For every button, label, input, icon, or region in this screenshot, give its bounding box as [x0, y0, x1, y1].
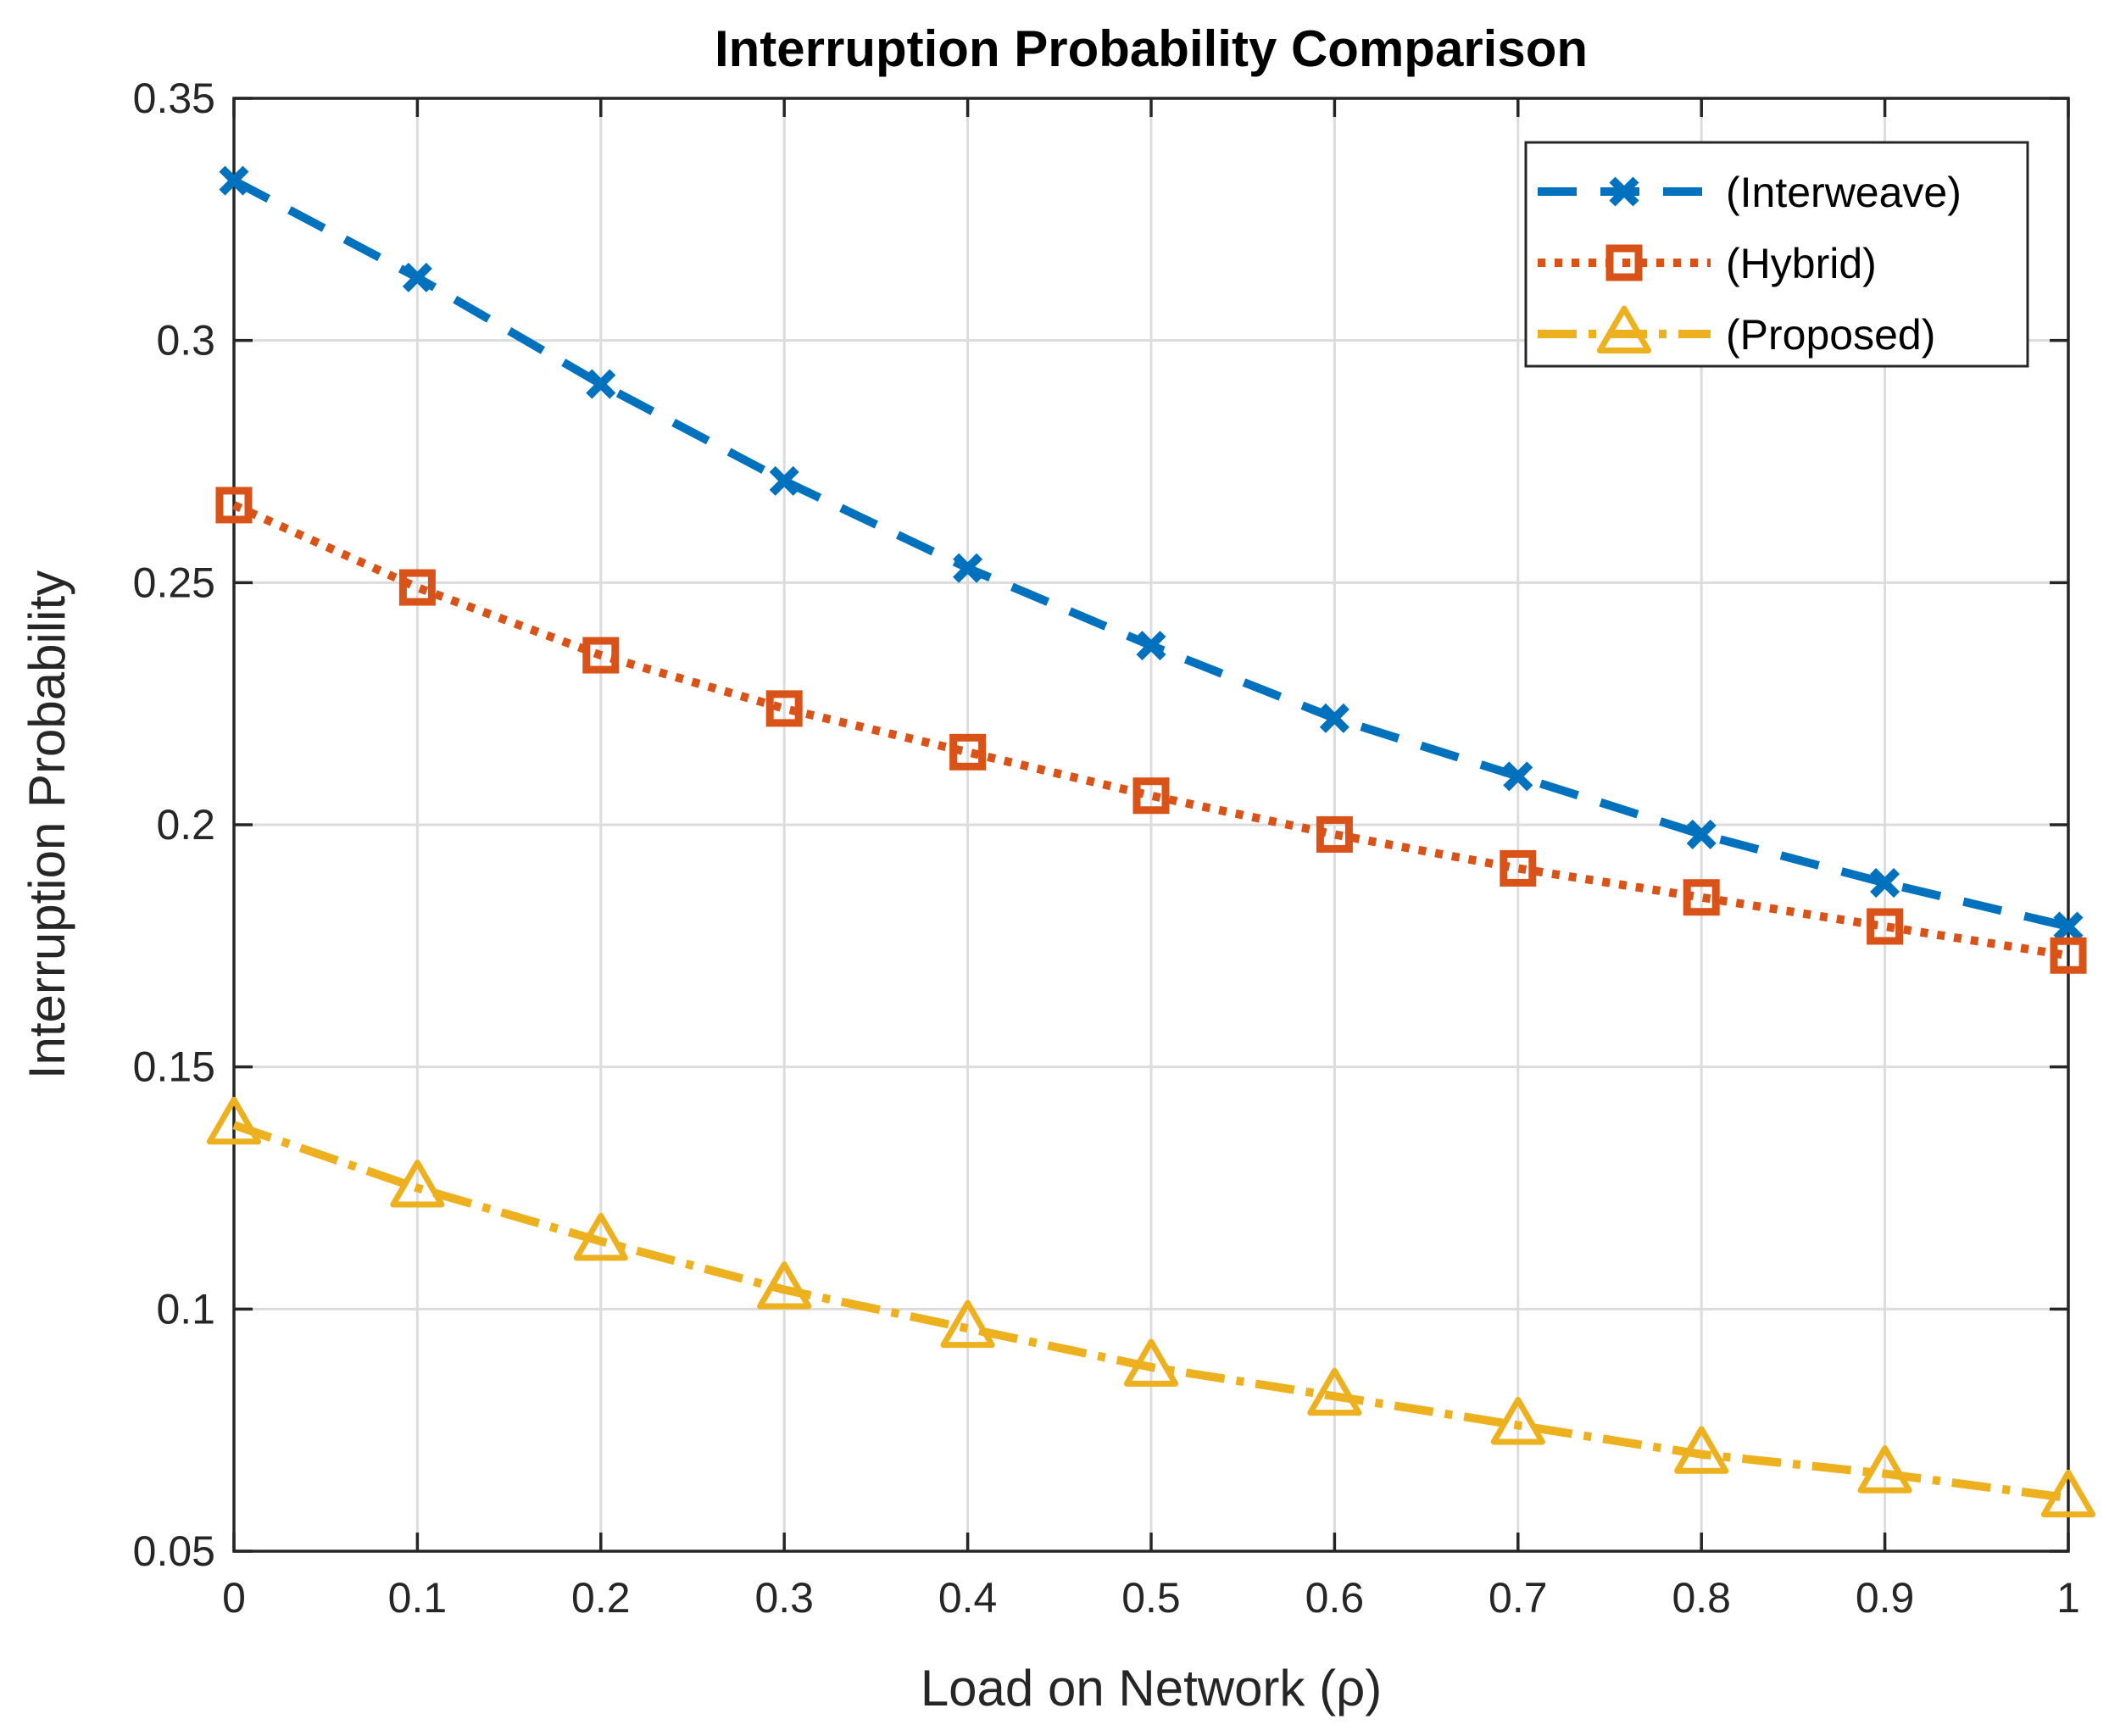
- y-tick-label: 0.15: [133, 1043, 215, 1091]
- data-point: [402, 262, 432, 292]
- x-tick-label: 0: [222, 1574, 246, 1622]
- x-tick-label: 0.6: [1305, 1574, 1365, 1622]
- data-point: [1867, 908, 1904, 945]
- x-axis-title: Load on Network (ρ): [921, 1660, 1382, 1717]
- data-point: [1136, 631, 1166, 661]
- data-point: [586, 369, 616, 399]
- data-point: [2050, 937, 2087, 974]
- data-point: [1123, 1338, 1179, 1387]
- series-0: [219, 165, 2084, 942]
- x-tick-label: 0.1: [388, 1574, 448, 1622]
- data-point: [206, 1096, 262, 1145]
- data-point: [2040, 1469, 2096, 1518]
- data-point: [2053, 911, 2084, 942]
- data-point: [1132, 777, 1170, 815]
- data-point: [582, 637, 620, 674]
- data-point: [1683, 879, 1720, 916]
- series-2: [206, 1096, 2096, 1518]
- data-point: [215, 487, 253, 524]
- legend-label: (Proposed): [1726, 311, 1935, 359]
- data-point: [1857, 1445, 1912, 1494]
- legend: (Interweave) (Hybrid) (Proposed): [1524, 141, 2029, 368]
- y-tick-label: 0.3: [156, 317, 215, 364]
- x-tick-label: 0.3: [754, 1574, 814, 1622]
- series-layer: [206, 165, 2096, 1518]
- data-point: [219, 165, 249, 196]
- axis-ticks: [232, 97, 2070, 1553]
- data-point: [940, 1299, 995, 1349]
- x-tick-label: 0.4: [938, 1574, 998, 1622]
- data-point: [1674, 1426, 1729, 1474]
- chart-title: Interruption Probability Comparison: [715, 20, 1588, 77]
- x-tick-label: 0.7: [1489, 1574, 1548, 1622]
- data-point: [757, 1261, 812, 1310]
- data-point: [390, 1160, 445, 1208]
- data-point: [1686, 819, 1717, 849]
- legend-marker: [1609, 176, 1639, 207]
- x-tick-label: 0.8: [1672, 1574, 1731, 1622]
- data-point: [949, 733, 987, 771]
- data-point: [573, 1212, 628, 1261]
- legend-marker: [1596, 305, 1652, 353]
- data-point: [1490, 1397, 1545, 1445]
- data-point: [398, 569, 436, 606]
- data-point: [769, 465, 799, 496]
- y-axis-title: Interruption Probability: [19, 570, 75, 1079]
- x-tick-label: 1: [2056, 1574, 2080, 1622]
- data-point: [1500, 849, 1537, 887]
- x-tick-label: 0.2: [571, 1574, 631, 1622]
- legend-marker: [1605, 244, 1643, 281]
- data-point: [1870, 868, 1900, 899]
- legend-label: (Interweave): [1726, 169, 1962, 216]
- y-tick-label: 0.1: [156, 1285, 215, 1333]
- x-tick-label: 0.5: [1121, 1574, 1181, 1622]
- data-point: [1319, 703, 1349, 733]
- series-1: [215, 487, 2087, 974]
- data-point: [1316, 815, 1353, 853]
- data-point: [765, 690, 803, 727]
- y-tick-label: 0.25: [133, 559, 215, 606]
- data-point: [953, 553, 983, 583]
- y-tick-label: 0.35: [133, 75, 215, 122]
- data-point: [1503, 761, 1533, 792]
- data-point: [1307, 1367, 1362, 1416]
- y-tick-label: 0.2: [156, 801, 215, 849]
- legend-label: (Hybrid): [1726, 240, 1877, 287]
- series-line: [232, 1121, 2069, 1503]
- y-tick-label: 0.05: [133, 1527, 215, 1575]
- x-tick-label: 0.9: [1856, 1574, 1915, 1622]
- tick-labels: 0 0.1 0.2 0.3 0.4 0.5 0.6 0.7 0.8 0.9 1 0.05 0.1 0.15…: [133, 75, 2080, 1622]
